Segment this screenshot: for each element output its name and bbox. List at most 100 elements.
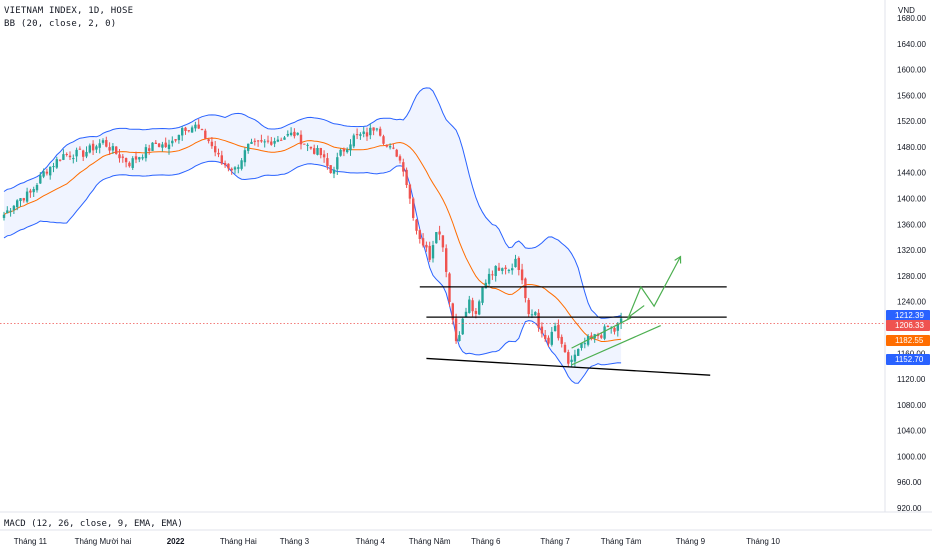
candle [547,335,550,347]
price-axis[interactable]: 1680.00 1640.00 1600.00 1560.00 1520.00 1480.… [886,14,930,513]
candle-body [207,139,210,142]
candle [85,146,88,159]
candle-body [613,327,616,332]
candle [250,138,253,145]
drawings[interactable] [0,255,885,376]
candle-body [187,130,190,132]
candle [306,143,309,152]
candle [98,139,101,154]
candle [49,166,52,180]
candle-body [171,140,174,144]
candle-body [141,157,144,159]
candle [408,183,412,204]
candle [171,136,174,147]
candle-body [395,149,398,157]
candle [299,130,303,150]
candle [72,154,75,164]
candle-body [138,157,141,160]
candle-body [530,314,534,316]
candle-body [580,343,583,348]
candle-body [431,245,435,259]
candle-body [458,335,461,342]
candle-body [12,205,16,211]
candle [237,164,240,174]
candle [606,325,610,328]
price-badge: 1152.70 [886,354,930,365]
candle-body [577,349,580,356]
candle [29,188,32,198]
candle-body [39,175,42,184]
candle-body [75,149,78,157]
candle-body [603,326,606,339]
candle [385,144,388,148]
candle [573,349,577,368]
candle-body [52,166,55,168]
candle [131,156,134,170]
candle-body [108,147,111,151]
candle [511,263,514,275]
candle [45,168,49,176]
candle [256,139,260,147]
candle-body [266,140,270,142]
candle-body [487,273,491,284]
candle-body [379,128,382,136]
candle-body [504,267,507,270]
candle [329,165,332,174]
candle [336,152,339,175]
candle [478,299,481,316]
candle [448,272,451,307]
candle [412,197,415,221]
candle-body [128,162,131,167]
candle [62,149,65,161]
candle-body [88,145,91,153]
price-badge: 1212.39 [886,310,930,321]
candle-body [151,142,154,151]
channel-upper-line [571,317,632,349]
candle [144,144,148,162]
candle-body [412,198,415,218]
candle-body [616,323,619,331]
candle [134,151,138,164]
candle [567,349,570,367]
candle-body [468,299,471,313]
candle-body [524,278,527,299]
candle-body [230,168,233,171]
candle-body [204,130,207,139]
candle-body [491,274,494,276]
candle [550,326,553,347]
price-tick-label: 1520.00 [897,117,926,126]
support-trend-line [426,357,711,376]
candle [2,211,6,221]
candle [75,147,78,162]
candle-body [174,139,177,141]
candle [118,149,121,163]
candle-body [6,210,9,214]
bb-indicator-label[interactable]: BB (20, close, 2, 0) [4,19,117,29]
candle [280,137,283,141]
candle [415,218,418,235]
candle-body [428,245,431,260]
candle [458,331,461,342]
candle-body [349,144,352,151]
candle [39,172,42,184]
candle-body [342,149,346,152]
candle-body [82,150,85,157]
candle-body [250,141,253,144]
candle-body [276,139,280,142]
time-tick-label: Tháng Tám [601,537,642,546]
bb-upper-line [3,87,622,319]
macd-indicator-label[interactable]: MACD (12, 26, close, 9, EMA, EMA) [4,519,183,529]
candle [141,154,144,161]
price-tick-label: 1560.00 [897,91,926,100]
candle [42,168,45,179]
candle [240,157,243,171]
candle-body [131,158,134,168]
candle-body [42,171,45,177]
time-axis[interactable]: Tháng 11 Tháng Mười hai 2022 Tháng Hai Tháng… [14,537,781,546]
candle [372,127,375,136]
price-badge-bg [886,320,930,331]
candle-body [2,214,6,218]
candle-body [563,344,567,353]
candle-body [540,326,544,334]
